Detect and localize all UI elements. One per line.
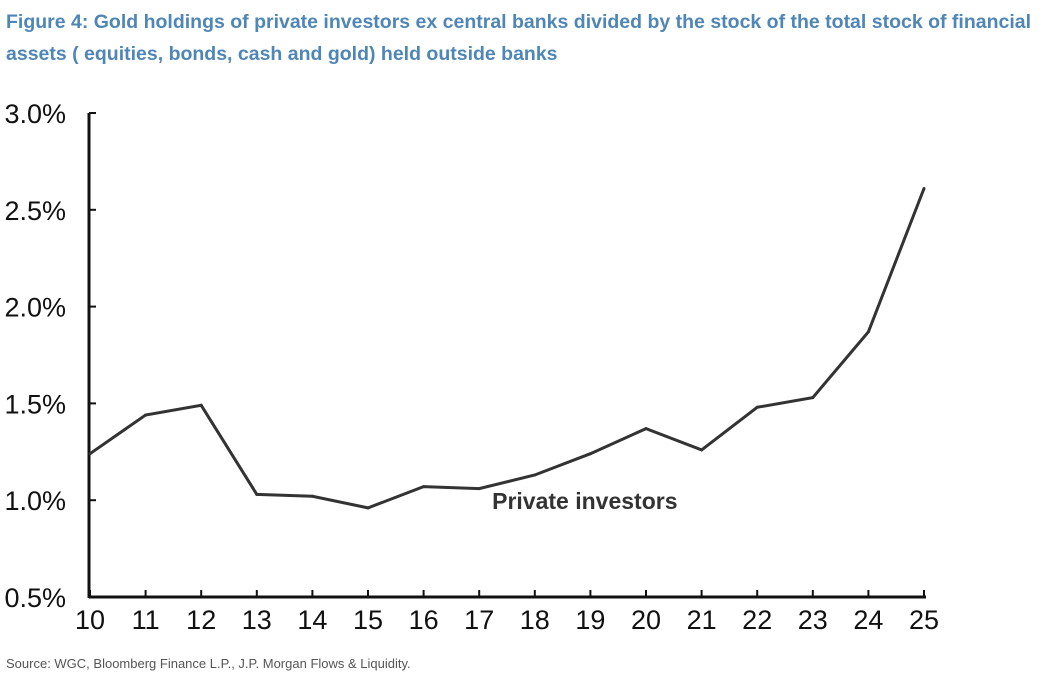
data-point	[477, 487, 481, 491]
data-point	[366, 506, 370, 510]
data-point	[533, 473, 537, 477]
x-tick-label: 17	[464, 605, 494, 635]
data-point	[310, 494, 314, 498]
x-tick-label: 11	[132, 605, 160, 635]
y-tick-label: 1.5%	[4, 389, 66, 419]
data-point	[700, 448, 704, 452]
y-tick-label: 1.0%	[4, 486, 66, 516]
x-tick-label: 22	[742, 605, 772, 635]
series-line	[89, 187, 926, 510]
x-tick-label: 19	[575, 605, 605, 635]
data-point	[144, 413, 148, 417]
y-tick-label: 3.0%	[4, 99, 66, 129]
x-tick-label: 14	[297, 605, 327, 635]
y-tick-label: 0.5%	[4, 583, 66, 613]
x-tick-label: 20	[631, 605, 661, 635]
x-tick-label: 10	[75, 605, 105, 635]
x-tick-label: 18	[520, 605, 550, 635]
data-point	[422, 485, 426, 489]
x-axis-ticks: 10 11 12 13 14 15 16 17 18 19 20 21 22 23 24 25	[75, 590, 939, 635]
data-point	[811, 396, 815, 400]
x-tick-label: 15	[353, 605, 383, 635]
data-point	[88, 452, 92, 456]
y-tick-label: 2.0%	[4, 293, 66, 323]
x-tick-label: 12	[186, 605, 216, 635]
x-tick-label: 16	[409, 605, 439, 635]
data-point	[866, 330, 870, 334]
x-tick-label: 21	[687, 605, 717, 635]
x-tick-label: 23	[798, 605, 828, 635]
data-point	[588, 452, 592, 456]
data-point	[922, 187, 926, 190]
x-tick-label: 25	[909, 605, 939, 635]
x-tick-label: 13	[242, 605, 272, 635]
source-note: Source: WGC, Bloomberg Finance L.P., J.P…	[6, 656, 411, 671]
series-annotation: Private investors	[492, 488, 677, 514]
data-point	[255, 492, 259, 496]
y-tick-label: 2.5%	[4, 196, 66, 226]
series-layer	[88, 187, 926, 510]
data-point	[755, 405, 759, 409]
chart-title: Figure 4: Gold holdings of private inves…	[6, 11, 1032, 65]
data-point	[199, 403, 203, 407]
y-axis-ticks: 0.5% 1.0% 1.5% 2.0% 2.5% 3.0%	[4, 99, 96, 613]
data-point	[644, 427, 648, 431]
x-tick-label: 24	[853, 605, 883, 635]
